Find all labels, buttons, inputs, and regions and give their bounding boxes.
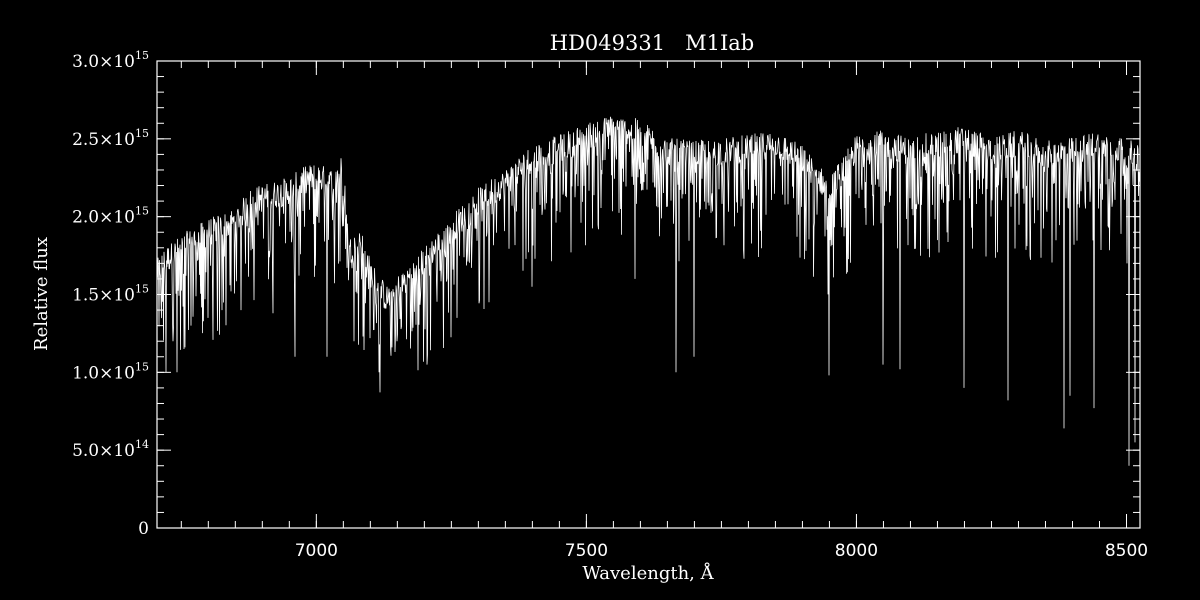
axis-tick-labels: 7000 7500 8000 8500 0 5.0×1014 1.0×1015 1.5×101… [72,49,1148,561]
y-tick-label: 3.0×1015 [72,49,149,72]
spectrum-layer [157,116,1140,466]
x-tick-label: 8500 [1105,541,1148,561]
x-tick-label: 7500 [565,541,608,561]
x-axis-label: Wavelength, Å [582,562,714,584]
y-axis-label: Relative flux [31,237,52,351]
axis-ticks [157,60,1140,529]
y-tick-label: 1.5×1015 [72,283,149,306]
y-tick-label: 5.0×1014 [72,438,149,461]
chart-title: HD049331 M1Iab [550,31,754,55]
x-tick-label: 8000 [835,541,878,561]
y-tick-label: 0 [138,519,149,539]
y-tick-label: 2.0×1015 [72,205,149,228]
plot-area: 7000 7500 8000 8500 0 5.0×1014 1.0×1015 1.5×101… [72,49,1148,561]
y-tick-label: 2.5×1015 [72,127,149,150]
x-tick-label: 7000 [295,541,338,561]
y-tick-label: 1.0×1015 [72,360,149,383]
spectrum-series-line [157,116,1140,466]
